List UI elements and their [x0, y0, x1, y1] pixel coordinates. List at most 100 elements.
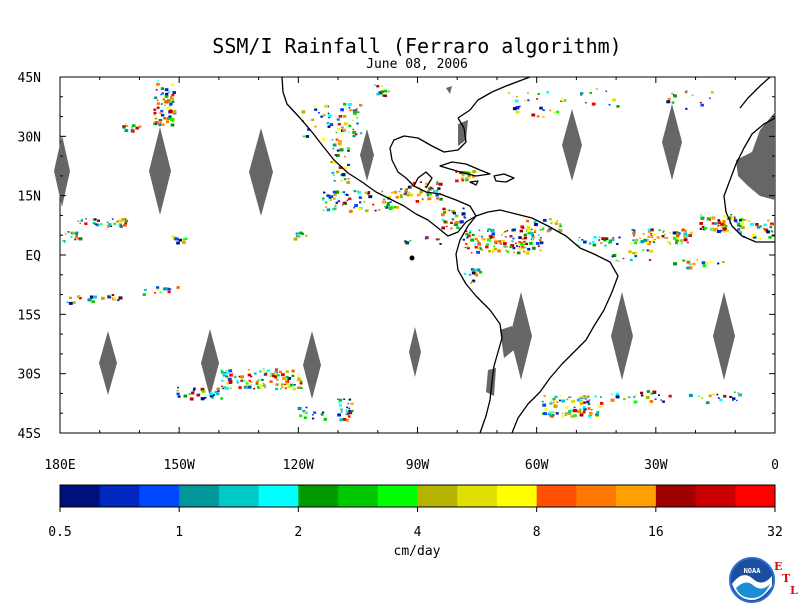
rain-cell [108, 223, 112, 226]
rain-cell [84, 222, 88, 225]
land-outline [281, 76, 776, 434]
rain-cell [331, 171, 335, 175]
rain-cell [130, 130, 133, 132]
rain-cell [391, 191, 393, 194]
rain-cell [74, 237, 77, 239]
rain-cell [724, 223, 727, 226]
rain-cell [327, 112, 330, 114]
rain-cell [628, 250, 632, 254]
rain-cell [302, 410, 306, 413]
rain-cell [550, 220, 553, 223]
rain-cell [348, 411, 353, 415]
rain-cell [261, 378, 264, 381]
rain-cell [336, 154, 340, 157]
rain-cell [711, 222, 715, 225]
colorbar-cell [179, 485, 220, 507]
rain-cell [340, 174, 342, 176]
rain-cell [284, 387, 287, 390]
rain-cell [481, 237, 485, 241]
rain-cell [492, 251, 494, 253]
rain-cell [543, 412, 547, 416]
rain-cell [287, 377, 291, 380]
rain-cell [124, 219, 129, 223]
rain-cell [290, 384, 293, 386]
rain-cell [651, 239, 655, 242]
rain-cell [352, 134, 356, 138]
rain-cell [338, 401, 341, 404]
rain-cell [537, 93, 540, 95]
rain-cell [615, 259, 618, 262]
rain-cell [188, 393, 191, 395]
rain-cell [451, 209, 455, 213]
rain-cell [380, 85, 383, 87]
rain-cell [523, 240, 526, 243]
rain-cell [234, 376, 237, 378]
rain-cell [329, 123, 334, 127]
rain-cell [628, 396, 631, 399]
rain-cell [487, 230, 489, 232]
rain-cell [680, 242, 683, 245]
rain-cell [671, 101, 675, 104]
noaa-logo-mark: NOAA [729, 557, 775, 603]
rain-cell [684, 91, 688, 94]
rain-cell [590, 409, 593, 411]
rain-cell [303, 416, 307, 419]
rain-cell [633, 241, 638, 245]
rain-cell [164, 94, 169, 98]
rain-cell [165, 92, 169, 96]
rain-cell [327, 114, 332, 118]
colorbar-cell [377, 485, 418, 507]
rain-cell [407, 191, 411, 195]
rain-cell [489, 236, 493, 239]
rain-cell [124, 129, 129, 132]
rain-cell [156, 106, 160, 109]
rain-cell [729, 395, 732, 398]
rain-cell [548, 411, 552, 415]
rain-cell [462, 238, 465, 241]
rain-cell [120, 297, 123, 300]
rain-cell [279, 370, 283, 374]
rain-cell [579, 413, 584, 417]
rain-cell [701, 261, 706, 265]
rain-cell [163, 287, 167, 291]
rain-cell [648, 259, 652, 261]
rain-cell [344, 193, 348, 196]
lat-label: 45N [18, 71, 41, 86]
rain-cell [222, 387, 225, 390]
rain-cell [176, 241, 180, 245]
rain-cell [409, 239, 412, 242]
rain-cell [478, 229, 481, 232]
rain-cell [451, 218, 455, 221]
rain-cell [463, 216, 467, 219]
rain-cell [94, 223, 98, 226]
rain-cell [588, 399, 591, 401]
rain-cell [512, 246, 516, 250]
rain-cell [611, 255, 614, 258]
rain-cell [64, 233, 67, 235]
rain-cell [153, 111, 157, 115]
rain-cell [537, 245, 540, 247]
rain-cell [588, 242, 592, 245]
rain-cell [726, 217, 730, 220]
rain-cell [646, 249, 649, 252]
rain-cell [505, 236, 507, 238]
rain-cell [351, 119, 354, 121]
rain-cell [766, 230, 770, 234]
rain-cell [622, 257, 625, 260]
rain-cell [682, 259, 686, 262]
rain-cell [327, 121, 330, 124]
rain-cell [399, 194, 403, 197]
rain-cell [285, 382, 289, 385]
rain-cell [177, 386, 179, 389]
rain-cell [740, 226, 745, 230]
rain-cell [124, 222, 128, 225]
rain-cell [650, 392, 654, 395]
rain-cell [439, 197, 443, 201]
rain-cell [677, 231, 679, 233]
rain-cell [520, 242, 524, 246]
rain-cell [169, 102, 173, 106]
rain-cell [93, 295, 97, 299]
coast-cuba [439, 161, 491, 177]
rain-cell [107, 295, 112, 299]
rain-cell [332, 197, 336, 200]
